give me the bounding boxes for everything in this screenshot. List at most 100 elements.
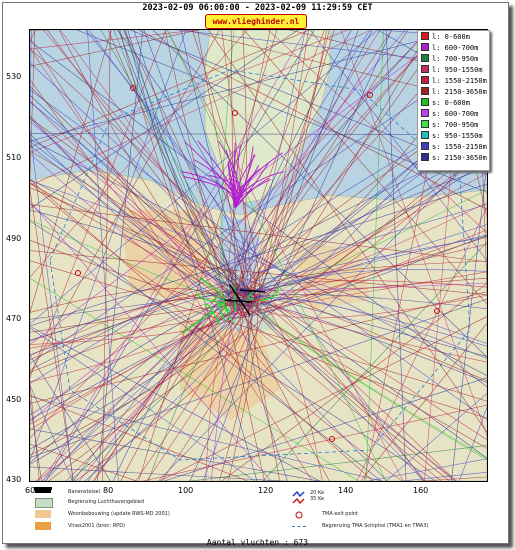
- flight-track: [30, 298, 487, 458]
- flight-track: [360, 322, 487, 481]
- flight-track: [189, 30, 392, 481]
- flight-track: [208, 30, 487, 433]
- legend-item: s: 2150-3650m: [421, 153, 487, 163]
- tma-exit-point: [434, 308, 440, 314]
- flight-track: [309, 30, 487, 262]
- vinex-swatch: [35, 522, 51, 530]
- map-canvas: [30, 30, 487, 481]
- flight-track: [202, 288, 253, 481]
- x-tick-label: 140: [338, 486, 354, 495]
- tma-exit-icon: [295, 511, 303, 519]
- flight-track: [247, 290, 255, 300]
- flight-track: [243, 236, 487, 316]
- vlieghinder-link[interactable]: www.vlieghinder.nl: [205, 14, 307, 29]
- flight-track: [30, 291, 487, 404]
- flight-track: [30, 30, 248, 278]
- noise-contour-icon: [292, 490, 305, 505]
- flight-tracks: [30, 30, 487, 481]
- flight-track: [234, 285, 236, 312]
- y-tick-label: 490: [6, 234, 22, 243]
- tma-exit-point: [232, 110, 238, 116]
- legend-item: s: 600-700m: [421, 109, 478, 119]
- y-tick-label: 530: [6, 72, 22, 81]
- housing-legend-label: Woonbebouwing (update RWS-MD 2001): [68, 511, 170, 517]
- legend-item: l: 700-950m: [421, 54, 478, 64]
- tma-exit-points: [75, 85, 440, 442]
- flight-track: [79, 311, 251, 481]
- flight-track: [30, 30, 200, 67]
- flight-track: [30, 203, 382, 481]
- flight-track: [30, 150, 244, 292]
- flight-track: [45, 30, 315, 481]
- flight-track: [30, 260, 487, 402]
- flight-track: [30, 291, 253, 345]
- legend-swatch: [421, 43, 429, 51]
- flight-track: [30, 209, 236, 292]
- flight-track: [205, 303, 221, 325]
- flight-track: [30, 182, 487, 449]
- flight-track: [458, 406, 487, 481]
- flight-track: [30, 30, 187, 462]
- flight-track: [30, 292, 234, 320]
- flight-track: [229, 260, 487, 312]
- scale-bar: [34, 487, 52, 490]
- flight-track: [30, 30, 112, 314]
- flight-track: [254, 30, 441, 306]
- flight-track: [30, 277, 359, 481]
- flight-track: [227, 30, 406, 302]
- flight-track: [30, 30, 32, 128]
- x-tick-label: 120: [258, 486, 274, 495]
- flight-track: [30, 288, 251, 356]
- legend-swatch: [421, 98, 429, 106]
- tma-exit-point: [75, 270, 81, 276]
- legend-swatch: [421, 131, 429, 139]
- flight-track: [97, 30, 144, 481]
- flight-track: [242, 30, 371, 300]
- altitude-legend: l: 0-600m l: 600-700m l: 700-950m l: 950…: [417, 30, 490, 171]
- legend-item: s: 0-600m: [421, 98, 470, 108]
- flight-track-map[interactable]: [29, 29, 488, 482]
- legend-item: s: 700-950m: [421, 120, 478, 130]
- flight-track: [30, 52, 487, 364]
- flight-track: [259, 136, 487, 304]
- flight-track: [192, 30, 261, 304]
- legend-swatch: [421, 65, 429, 73]
- flight-track: [138, 30, 278, 481]
- flight-track: [30, 30, 200, 50]
- legend-item: l: 600-700m: [421, 43, 478, 53]
- flight-track: [253, 30, 381, 293]
- flight-track: [166, 30, 404, 481]
- flight-track: [247, 280, 487, 310]
- flight-track: [30, 354, 111, 481]
- map-symbol-legend: Banenstelsel Begrenzing Luchthavengebied…: [30, 485, 485, 535]
- flight-track: [232, 243, 487, 310]
- flight-track: [166, 30, 387, 481]
- flight-track: [30, 104, 487, 384]
- flight-track: [59, 30, 239, 293]
- flight-track: [30, 30, 220, 375]
- flight-track: [87, 30, 119, 481]
- flight-track: [242, 202, 487, 291]
- flight-track: [30, 62, 238, 287]
- flight-track: [30, 30, 36, 42]
- flight-track: [43, 30, 307, 481]
- flight-track: [365, 30, 384, 481]
- flight-track: [30, 30, 36, 186]
- flight-track: [30, 133, 487, 135]
- x-tick-label: 100: [178, 486, 194, 495]
- tma-exit-point: [329, 436, 335, 442]
- contour-20ke-label: 20 Ke: [310, 490, 325, 496]
- tma-boundary-legend-label: Begrenzing TMA Schiphol (TMA1 en TMA3): [322, 523, 429, 529]
- legend-item: l: 2150-3650m: [421, 87, 487, 97]
- flight-track: [30, 297, 237, 465]
- legend-item: l: 1550-2150m: [421, 76, 487, 86]
- x-tick-label: 60: [25, 486, 36, 495]
- contour-35ke-label: 35 Ke: [310, 496, 325, 502]
- flight-track: [257, 298, 487, 359]
- runway-2: [239, 289, 266, 293]
- flight-track: [30, 182, 245, 315]
- flight-track: [30, 40, 487, 388]
- legend-swatch: [421, 87, 429, 95]
- flight-track: [234, 30, 429, 287]
- flight-track: [228, 30, 352, 304]
